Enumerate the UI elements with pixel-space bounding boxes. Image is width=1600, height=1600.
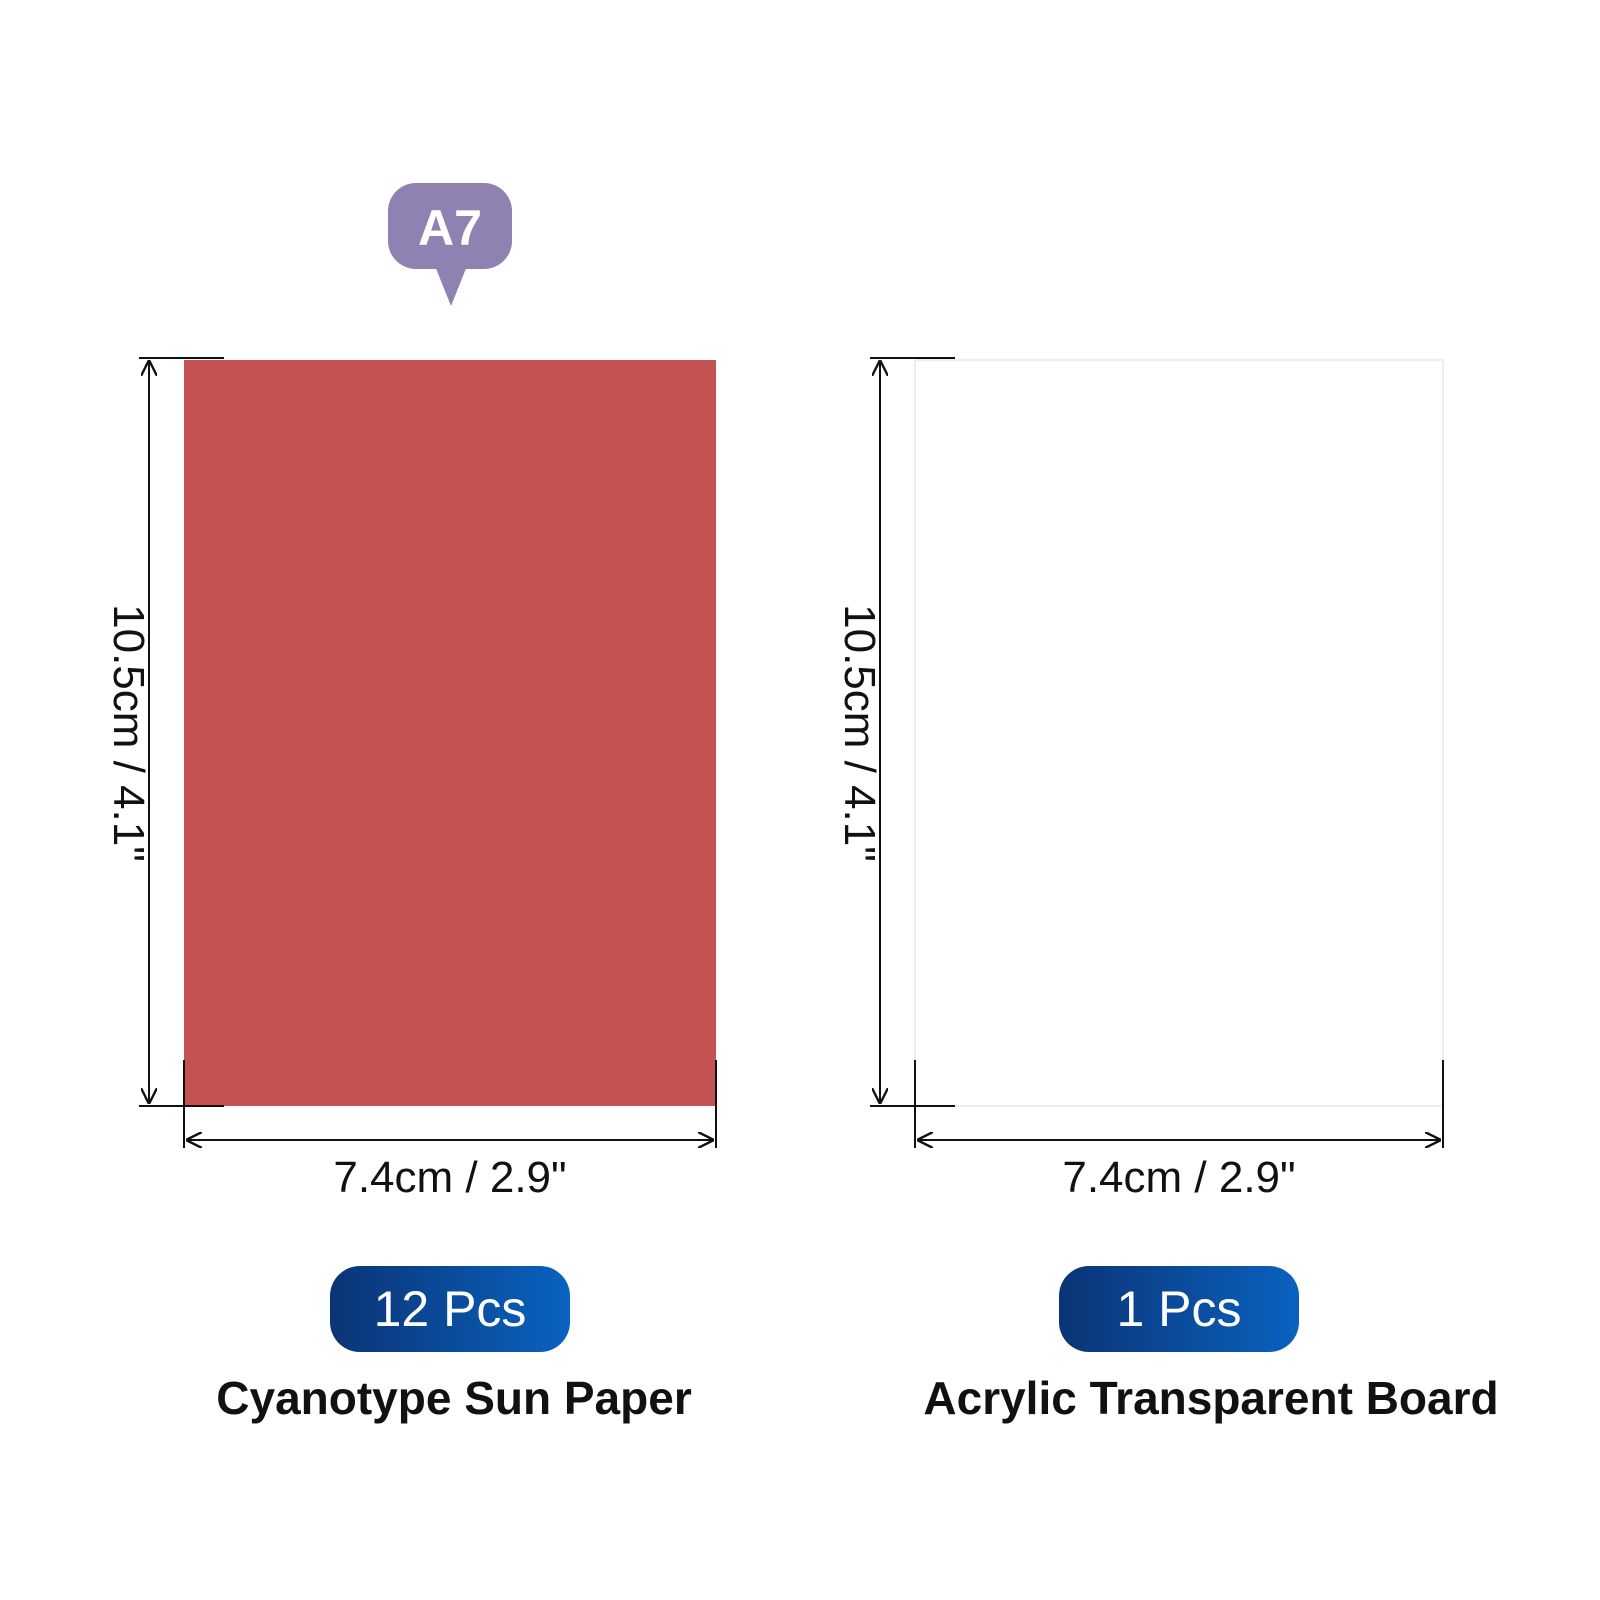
- count-label: 12 Pcs: [374, 1281, 527, 1337]
- acrylic-board: [914, 359, 1444, 1107]
- item-name: Cyanotype Sun Paper: [216, 1372, 692, 1424]
- badge-text: A7: [418, 200, 482, 256]
- width-label: 7.4cm / 2.9": [333, 1153, 566, 1202]
- count-pill: [1059, 1266, 1299, 1352]
- height-label: 10.5cm / 4.1": [104, 604, 153, 862]
- item-name: Acrylic Transparent Board: [923, 1372, 1498, 1424]
- count-label: 1 Pcs: [1116, 1281, 1241, 1337]
- count-pill: [330, 1266, 570, 1352]
- sun-paper: [184, 360, 716, 1106]
- width-label: 7.4cm / 2.9": [1062, 1153, 1295, 1202]
- badge: A7: [388, 183, 512, 306]
- height-label: 10.5cm / 4.1": [835, 604, 884, 862]
